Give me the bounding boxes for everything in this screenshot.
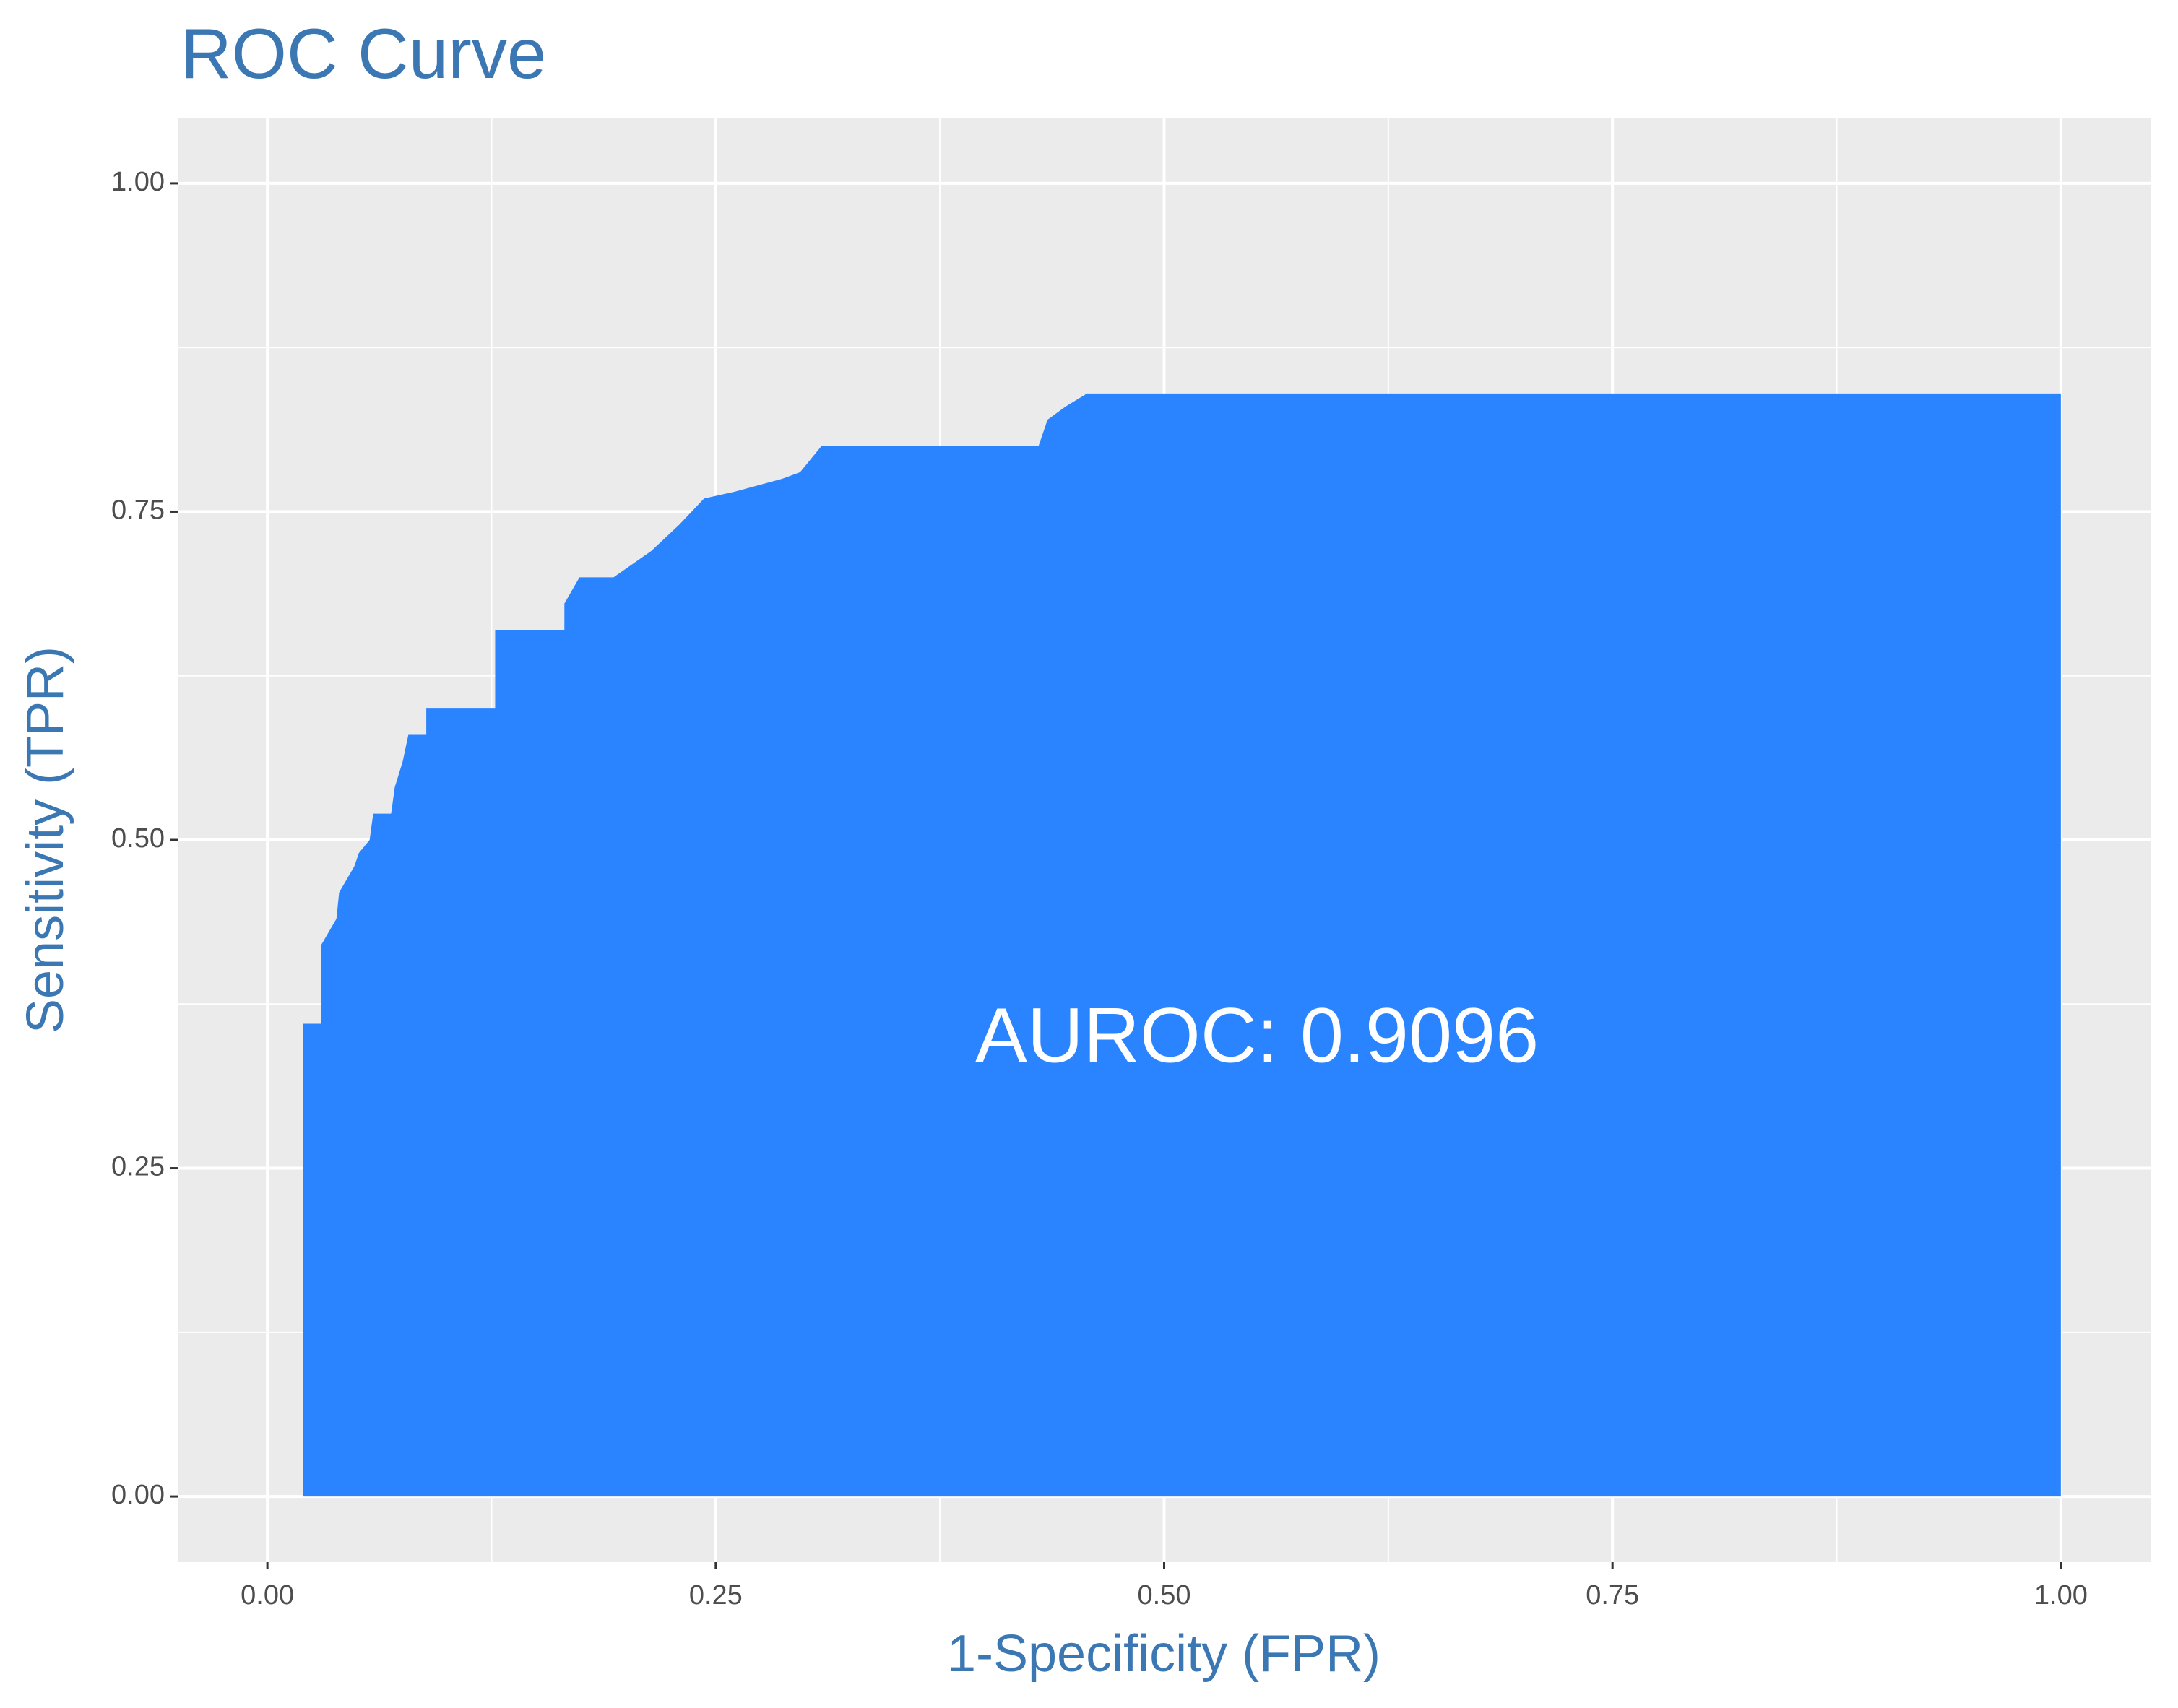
- x-tick-label: 0.25: [689, 1580, 743, 1611]
- roc-area: [303, 393, 2061, 1497]
- y-tick-label: 0.25: [111, 1152, 165, 1182]
- y-tick-label: 0.75: [111, 495, 165, 525]
- x-tick-label: 1.00: [2034, 1580, 2088, 1611]
- y-axis-title: Sensitivity (TPR): [17, 646, 74, 1033]
- x-axis-title: 1-Specificity (FPR): [947, 1625, 1380, 1683]
- x-tick-label: 0.75: [1586, 1580, 1639, 1611]
- y-tick-label: 0.00: [111, 1480, 165, 1510]
- y-tick-label: 0.50: [111, 823, 165, 854]
- annotation: AUROC: 0.9096: [975, 992, 1539, 1079]
- chart-title: ROC Curve: [181, 14, 546, 93]
- y-tick-label: 1.00: [111, 167, 165, 197]
- x-tick-label: 0.50: [1138, 1580, 1191, 1611]
- x-tick-label: 0.00: [241, 1580, 294, 1611]
